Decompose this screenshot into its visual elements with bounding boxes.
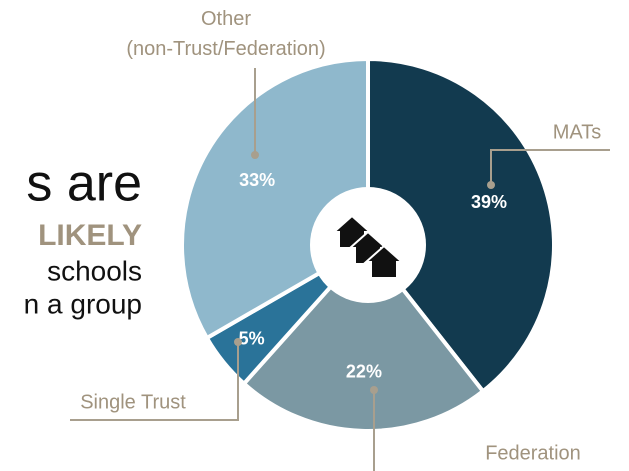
intro-line: n a group	[24, 288, 142, 319]
segment-label: Other (non-Trust/Federation)	[126, 8, 325, 60]
percent-label: 39%	[471, 192, 507, 212]
segment-label: MATs	[553, 121, 602, 143]
leader-line	[70, 342, 239, 421]
intro-line: LIKELY	[38, 219, 142, 252]
leader-dot	[487, 181, 495, 189]
donut-segment	[241, 241, 486, 433]
leader-dot	[370, 386, 378, 394]
leader-dot	[234, 338, 242, 346]
segment-label: Single Trust	[80, 391, 186, 413]
percent-label: 5%	[239, 328, 265, 348]
percent-label: 33%	[239, 170, 275, 190]
intro-line: s are	[26, 155, 142, 213]
donut-segment	[366, 56, 556, 395]
leader-line	[490, 149, 610, 185]
segment-label: Federation	[485, 442, 581, 464]
leader-dot	[251, 151, 259, 159]
intro-line: schools	[47, 255, 142, 286]
houses-icon	[331, 214, 405, 279]
percent-label: 22%	[346, 362, 382, 382]
